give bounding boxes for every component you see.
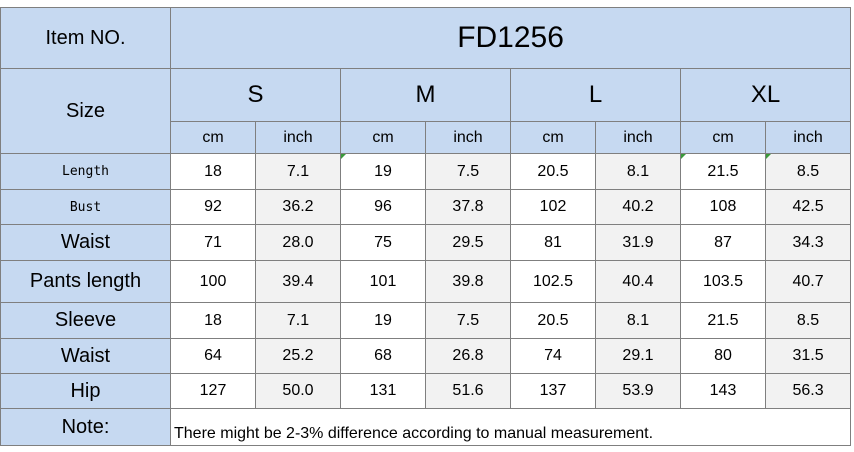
size-header-s: S bbox=[170, 68, 341, 122]
cell-inch-value: 42.5 bbox=[764, 189, 852, 225]
cell-inch-value: 40.7 bbox=[764, 260, 852, 303]
row-label: Length bbox=[0, 153, 171, 190]
cell-inch-value: 40.2 bbox=[595, 189, 681, 225]
cell-cm-value: 92 bbox=[170, 189, 256, 225]
cell-inch-value: 56.3 bbox=[764, 373, 852, 409]
unit-inch: inch bbox=[425, 121, 511, 154]
cell-inch-value: 7.5 bbox=[425, 302, 511, 339]
cell-cm-value: 18 bbox=[170, 302, 256, 339]
table-row: Hip 127 50.0 131 51.6 137 53.9 143 56.3 bbox=[0, 373, 852, 409]
row-label: Bust bbox=[0, 189, 171, 225]
note-text: There might be 2-3% difference according… bbox=[169, 408, 852, 446]
item-no-value: FD1256 bbox=[169, 7, 852, 69]
cell-cm-value: 143 bbox=[680, 373, 766, 409]
cell-inch-value: 7.1 bbox=[255, 153, 341, 190]
cell-cm-value: 101 bbox=[340, 260, 426, 303]
cell-inch-value: 29.1 bbox=[595, 338, 681, 374]
cell-inch-value: 7.1 bbox=[255, 302, 341, 339]
cell-cm-value: 80 bbox=[680, 338, 766, 374]
cell-inch-value: 31.5 bbox=[764, 338, 852, 374]
size-header-l: L bbox=[510, 68, 681, 122]
cell-cm-value: 20.5 bbox=[510, 153, 596, 190]
cell-cm-value: 108 bbox=[680, 189, 766, 225]
size-header-m: M bbox=[340, 68, 511, 122]
cell-inch-value: 34.3 bbox=[764, 224, 852, 261]
row-label: Pants length bbox=[0, 260, 171, 303]
size-header-xl: XL bbox=[679, 68, 852, 122]
cell-cm-value: 21.5 bbox=[680, 153, 766, 190]
cell-cm-value: 21.5 bbox=[680, 302, 766, 339]
table-row: Pants length 100 39.4 101 39.8 102.5 40.4 103.5… bbox=[0, 260, 852, 303]
cell-inch-value: 28.0 bbox=[255, 224, 341, 261]
cell-cm-value: 127 bbox=[170, 373, 256, 409]
cell-cm-value: 100 bbox=[170, 260, 256, 303]
cell-cm-value: 103.5 bbox=[680, 260, 766, 303]
cell-inch-value: 29.5 bbox=[425, 224, 511, 261]
row-label: Waist bbox=[0, 224, 171, 261]
row-label: Sleeve bbox=[0, 302, 171, 339]
cell-inch-value: 8.5 bbox=[764, 302, 852, 339]
cell-cm-value: 18 bbox=[170, 153, 256, 190]
cell-inch-value: 53.9 bbox=[595, 373, 681, 409]
table-row: Length 18 7.1 19 7.5 20.5 8.1 21.5 8.5 bbox=[0, 153, 852, 190]
size-chart-table: Item NO. FD1256 Size S M L XL cm inch cm… bbox=[0, 7, 852, 446]
cell-inch-value: 40.4 bbox=[595, 260, 681, 303]
unit-inch: inch bbox=[255, 121, 341, 154]
cell-cm-value: 19 bbox=[340, 153, 426, 190]
item-no-label: Item NO. bbox=[0, 7, 171, 69]
measurement-rows: Length 18 7.1 19 7.5 20.5 8.1 21.5 8.5 Bust 92 36.2… bbox=[0, 153, 852, 409]
cell-inch-value: 8.1 bbox=[595, 153, 681, 190]
size-chart-sheet: Item NO. FD1256 Size S M L XL cm inch cm… bbox=[0, 7, 854, 452]
cell-inch-value: 31.9 bbox=[595, 224, 681, 261]
cell-cm-value: 96 bbox=[340, 189, 426, 225]
cell-inch-value: 8.1 bbox=[595, 302, 681, 339]
cell-inch-value: 50.0 bbox=[255, 373, 341, 409]
cell-inch-value: 39.4 bbox=[255, 260, 341, 303]
unit-inch: inch bbox=[595, 121, 681, 154]
cell-cm-value: 19 bbox=[340, 302, 426, 339]
unit-cm: cm bbox=[680, 121, 766, 154]
row-label: Hip bbox=[0, 373, 171, 409]
unit-inch: inch bbox=[764, 121, 852, 154]
cell-inch-value: 8.5 bbox=[764, 153, 852, 190]
cell-cm-value: 75 bbox=[340, 224, 426, 261]
cell-inch-value: 39.8 bbox=[425, 260, 511, 303]
cell-inch-value: 7.5 bbox=[425, 153, 511, 190]
row-label: Waist bbox=[0, 338, 171, 374]
cell-inch-value: 26.8 bbox=[425, 338, 511, 374]
unit-cm: cm bbox=[510, 121, 596, 154]
cell-inch-value: 36.2 bbox=[255, 189, 341, 225]
table-row: Waist 64 25.2 68 26.8 74 29.1 80 31.5 bbox=[0, 338, 852, 374]
cell-cm-value: 68 bbox=[340, 338, 426, 374]
size-label: Size bbox=[0, 68, 171, 154]
cell-cm-value: 87 bbox=[680, 224, 766, 261]
cell-inch-value: 37.8 bbox=[425, 189, 511, 225]
table-row: Bust 92 36.2 96 37.8 102 40.2 108 42.5 bbox=[0, 189, 852, 225]
cell-cm-value: 137 bbox=[510, 373, 596, 409]
cell-cm-value: 81 bbox=[510, 224, 596, 261]
cell-cm-value: 131 bbox=[340, 373, 426, 409]
table-row: Waist 71 28.0 75 29.5 81 31.9 87 34.3 bbox=[0, 224, 852, 261]
cell-cm-value: 102.5 bbox=[510, 260, 596, 303]
note-label: Note: bbox=[0, 408, 171, 446]
cell-cm-value: 20.5 bbox=[510, 302, 596, 339]
cell-cm-value: 102 bbox=[510, 189, 596, 225]
cell-cm-value: 64 bbox=[170, 338, 256, 374]
table-row: Sleeve 18 7.1 19 7.5 20.5 8.1 21.5 8.5 bbox=[0, 302, 852, 339]
cell-inch-value: 51.6 bbox=[425, 373, 511, 409]
unit-cm: cm bbox=[340, 121, 426, 154]
cell-cm-value: 74 bbox=[510, 338, 596, 374]
unit-cm: cm bbox=[170, 121, 256, 154]
cell-inch-value: 25.2 bbox=[255, 338, 341, 374]
cell-cm-value: 71 bbox=[170, 224, 256, 261]
